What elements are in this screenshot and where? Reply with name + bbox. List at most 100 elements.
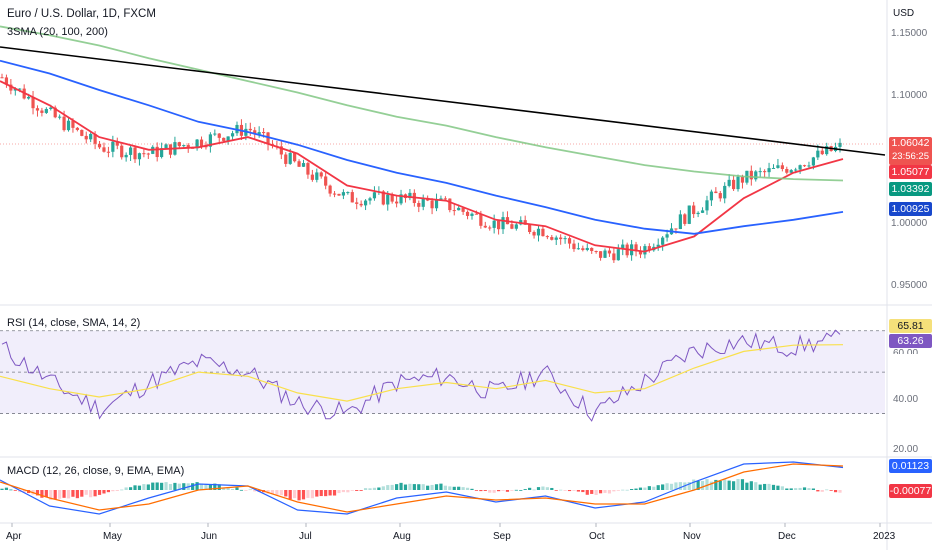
candle-body	[656, 244, 660, 247]
candle-body	[9, 84, 13, 91]
macd-hist-bar	[603, 490, 607, 493]
time-label: Jun	[201, 531, 218, 542]
rsi-sma-badge: 63.26	[889, 334, 932, 348]
candle-body	[457, 207, 461, 211]
macd-indicator-label[interactable]: MACD (12, 26, close, 9, EMA, EMA)	[7, 465, 185, 477]
sma200-badge: 1.03392	[889, 182, 932, 196]
macd-hist-bar	[749, 481, 753, 490]
candle-body	[727, 179, 731, 186]
time-label: 2023	[873, 531, 896, 542]
candle-body	[421, 197, 425, 207]
macd-hist-bar	[426, 485, 430, 490]
candle-body	[559, 237, 563, 240]
candle-body	[40, 110, 44, 113]
rsi-tick: 20.00	[893, 444, 919, 455]
macd-hist-bar	[483, 490, 487, 491]
candle-body	[496, 220, 501, 230]
candle-body	[368, 198, 372, 201]
macd-hist-bar	[199, 483, 204, 490]
macd-value-badge: 0.01123	[889, 459, 932, 473]
candle-body	[470, 213, 474, 216]
time-label: Apr	[6, 531, 22, 542]
candle-body	[585, 247, 589, 250]
candle-body	[310, 174, 314, 180]
macd-hist-bar	[443, 485, 447, 490]
macd-hist-bar	[195, 482, 199, 490]
macd-hist-bar	[448, 486, 452, 490]
macd-hist-bar	[53, 490, 57, 500]
time-label: Sep	[493, 531, 511, 542]
macd-hist-bar	[554, 490, 558, 491]
macd-hist-bar	[301, 490, 306, 500]
candle-body	[195, 139, 199, 149]
macd-hist-bar	[270, 490, 275, 495]
macd-hist-bar	[80, 490, 84, 497]
candle-body	[692, 205, 696, 215]
candle-body	[483, 225, 487, 228]
candle-body	[452, 210, 456, 212]
macd-hist-bar	[776, 485, 780, 490]
candle-body	[27, 96, 31, 99]
candle-body	[807, 165, 811, 167]
macd-hist-bar	[474, 490, 479, 491]
time-label: Oct	[589, 531, 605, 542]
candle-body	[288, 153, 292, 164]
time-label: Dec	[778, 531, 796, 542]
candle-body	[501, 217, 505, 230]
candle-body	[545, 236, 549, 238]
macd-hist-bar	[75, 490, 79, 499]
macd-hist-bar	[412, 484, 416, 490]
candle-body	[381, 191, 385, 205]
macd-hist-bar	[763, 483, 767, 490]
candle-body	[479, 214, 483, 226]
macd-hist-bar	[514, 489, 518, 491]
macd-hist-bar	[802, 487, 807, 490]
macd-hist-bar	[696, 481, 700, 490]
candle-body	[257, 132, 261, 135]
price-tick: 1.00000	[891, 218, 928, 229]
macd-hist-bar	[408, 483, 412, 490]
candle-body	[789, 170, 793, 173]
candle-body	[811, 157, 815, 166]
macd-hist-bar	[275, 490, 279, 495]
candle-body	[204, 146, 208, 148]
currency-label: USD	[893, 8, 915, 19]
candle-body	[399, 194, 403, 204]
rsi-value-badge: 65.81	[889, 319, 932, 333]
candle-body	[780, 165, 784, 169]
price-tick: 1.10000	[891, 90, 928, 101]
candle-body	[643, 246, 647, 255]
macd-hist-bar	[705, 479, 709, 490]
macd-hist-bar	[177, 483, 181, 490]
macd-hist-bar	[137, 485, 142, 490]
macd-hist-bar	[816, 490, 820, 492]
candle-body	[84, 135, 88, 140]
time-label: Jul	[299, 531, 312, 542]
candle-body	[390, 194, 394, 202]
macd-hist-bar	[634, 488, 638, 490]
sma100-line	[0, 59, 844, 235]
rsi-indicator-label[interactable]: RSI (14, close, SMA, 14, 2)	[7, 317, 141, 329]
candle-body	[160, 148, 164, 158]
macd-hist-bar	[120, 489, 124, 491]
candle-body	[603, 250, 607, 258]
macd-hist-bar	[417, 484, 421, 490]
candle-body	[35, 108, 40, 111]
macd-hist-bar	[62, 490, 66, 498]
candle-body	[581, 248, 585, 250]
macd-hist-bar	[128, 487, 133, 490]
candle-body	[89, 133, 93, 140]
candle-body	[124, 154, 128, 158]
time-label: May	[103, 531, 122, 542]
macd-hist-bar	[395, 484, 399, 490]
sma-indicator-label[interactable]: 3SMA (20, 100, 200)	[7, 26, 108, 38]
candle-body	[785, 168, 789, 173]
candle-body	[186, 145, 190, 148]
candle-body	[350, 192, 354, 203]
candle-body	[434, 199, 439, 209]
candle-body	[430, 200, 434, 209]
macd-hist-bar	[523, 489, 527, 490]
macd-hist-bar	[607, 490, 612, 494]
symbol-title[interactable]: Euro / U.S. Dollar, 1D, FXCM	[7, 8, 156, 20]
